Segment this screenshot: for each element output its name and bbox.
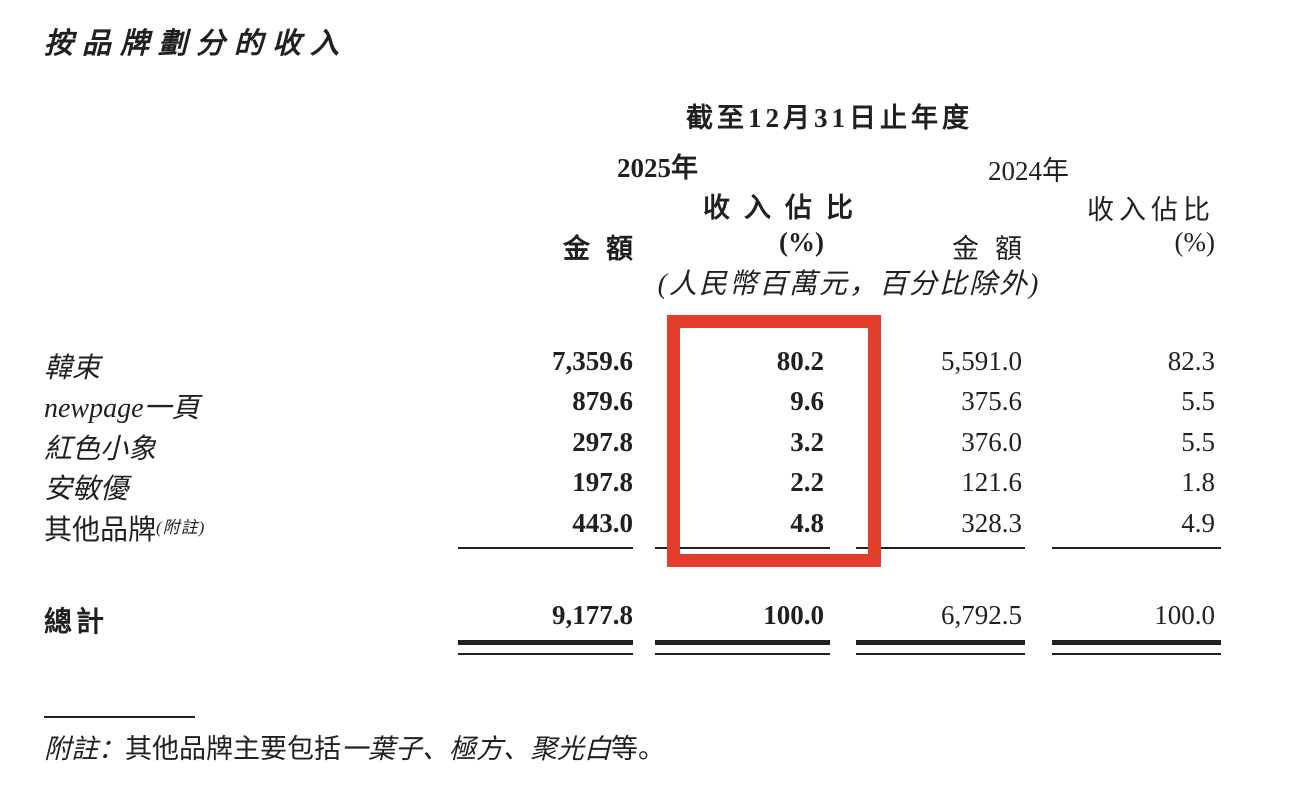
total-rule-thick: [458, 640, 633, 645]
share-2025-cell: 80.2: [776, 346, 824, 376]
share-2025-cell: 4.8: [790, 508, 824, 538]
table-row: 韓束 7,359.6 80.2 5,591.0 82.3: [0, 346, 1294, 386]
footnote-text-pre: 其他品牌主要包括: [125, 734, 341, 764]
table-row: 其他品牌(附註) 443.0 4.8 328.3 4.9: [0, 508, 1294, 548]
col-header-share-2025: 收入佔比: [703, 193, 867, 223]
footnote-rule: [44, 716, 195, 718]
total-amount-2024-cell: 6,792.5: [941, 600, 1022, 630]
brand-name-cell: 紅色小象: [44, 434, 157, 465]
column-rule: [655, 547, 830, 549]
col-header-amount-2024: 金額: [952, 234, 1038, 264]
highlight-box: [667, 315, 881, 567]
footnote-marker: (附註): [156, 518, 206, 537]
total-rule-thin: [1052, 653, 1221, 655]
page-title: 按品牌劃分的收入: [44, 28, 349, 60]
share-2024-cell: 82.3: [1167, 346, 1215, 376]
total-row: 總計 9,177.8 100.0 6,792.5 100.0: [0, 600, 1294, 640]
total-rule-thick: [1052, 640, 1221, 645]
share-2024-cell: 1.8: [1181, 467, 1215, 497]
col-header-pct-2025: (%): [779, 227, 824, 257]
table-row: newpage一頁 879.6 9.6 375.6 5.5: [0, 386, 1294, 426]
total-share-2025-cell: 100.0: [763, 600, 824, 630]
table-row: 紅色小象 297.8 3.2 376.0 5.5: [0, 427, 1294, 467]
column-rule: [1052, 547, 1221, 549]
footnote: 附註：其他品牌主要包括一葉子、極方、聚光白等。: [44, 727, 665, 766]
col-header-pct-2024: (%): [1174, 227, 1215, 257]
other-brands-label: 其他品牌: [44, 515, 157, 546]
currency-unit-note: (人民幣百萬元，百分比除外): [657, 269, 1041, 300]
col-header-amount-2025: 金額: [563, 234, 649, 264]
total-label: 總計: [44, 606, 109, 637]
col-header-share-2024: 收入佔比: [1087, 195, 1215, 225]
amount-2024-cell: 121.6: [961, 467, 1022, 497]
amount-2024-cell: 376.0: [961, 427, 1022, 457]
amount-2025-cell: 879.6: [572, 386, 633, 416]
column-rule: [458, 547, 633, 549]
amount-2024-cell: 5,591.0: [941, 346, 1022, 376]
total-rule-thick: [856, 640, 1025, 645]
footnote-brand-names: 一葉子、極方、聚光白: [341, 734, 611, 764]
total-rule-thick: [655, 640, 830, 645]
share-2025-cell: 2.2: [790, 467, 824, 497]
brand-name-cell: newpage一頁: [44, 393, 200, 424]
total-rule-thin: [458, 653, 633, 655]
amount-2024-cell: 375.6: [961, 386, 1022, 416]
amount-2024-cell: 328.3: [961, 508, 1022, 538]
total-rule-thin: [856, 653, 1025, 655]
total-share-2024-cell: 100.0: [1154, 600, 1215, 630]
footnote-text-post: 等。: [611, 734, 665, 764]
amount-2025-cell: 197.8: [572, 467, 633, 497]
share-2025-cell: 9.6: [790, 386, 824, 416]
footnote-label: 附註：: [44, 734, 125, 764]
year-2024-header: 2024年: [988, 156, 1069, 186]
period-header: 截至12月31日止年度: [686, 103, 973, 133]
table-row: 安敏優 197.8 2.2 121.6 1.8: [0, 467, 1294, 507]
share-2024-cell: 5.5: [1181, 427, 1215, 457]
share-2024-cell: 4.9: [1181, 508, 1215, 538]
amount-2025-cell: 297.8: [572, 427, 633, 457]
brand-name-cell: 安敏優: [44, 474, 129, 505]
brand-name-cell: 韓束: [44, 353, 101, 384]
brand-name-cell: 其他品牌(附註): [44, 508, 205, 548]
amount-2025-cell: 7,359.6: [552, 346, 633, 376]
amount-2025-cell: 443.0: [572, 508, 633, 538]
share-2025-cell: 3.2: [790, 427, 824, 457]
total-amount-2025-cell: 9,177.8: [552, 600, 633, 630]
column-rule: [856, 547, 1025, 549]
total-rule-thin: [655, 653, 830, 655]
share-2024-cell: 5.5: [1181, 386, 1215, 416]
year-2025-header: 2025年: [617, 153, 698, 183]
